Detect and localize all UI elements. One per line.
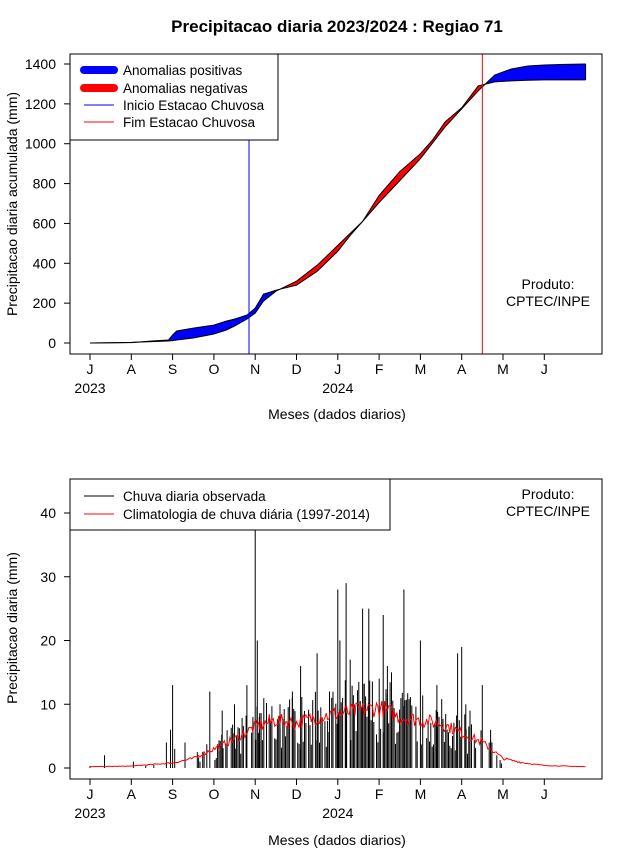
daily-year-label: 2023 bbox=[74, 805, 105, 821]
cumulative-x-tick-label: F bbox=[375, 361, 384, 377]
y-tick-label: 1000 bbox=[25, 136, 56, 152]
product-label-line2: CPTEC/INPE bbox=[506, 293, 590, 309]
cumulative-panel: Precipitacao diaria 2023/2024 : Regiao 7… bbox=[4, 17, 603, 422]
y-tick-label: 400 bbox=[33, 255, 57, 271]
daily-x-tick-label: O bbox=[208, 786, 219, 802]
cumulative-x-tick-label: M bbox=[415, 361, 427, 377]
climatology-daily-line bbox=[90, 700, 586, 768]
negative-anomaly-area-2 bbox=[280, 83, 486, 289]
y-tick-label: 200 bbox=[33, 295, 57, 311]
y-tick-label: 1200 bbox=[25, 96, 56, 112]
daily-x-tick-label: N bbox=[250, 786, 260, 802]
daily-y-tick-label: 30 bbox=[40, 569, 56, 585]
cumulative-x-tick-label: N bbox=[250, 361, 260, 377]
y-tick-label: 0 bbox=[48, 335, 56, 351]
legend-observed-label: Chuva diaria observada bbox=[123, 489, 266, 504]
cumulative-x-tick-label: A bbox=[127, 361, 137, 377]
cumulative-year-label: 2023 bbox=[74, 380, 105, 396]
positive-anomaly-area-3 bbox=[485, 64, 586, 85]
legend-climatology-label: Climatologia de chuva diária (1997-2014) bbox=[123, 507, 370, 522]
cumulative-legend: Anomalias positivas Anomalias negativas … bbox=[69, 53, 279, 141]
daily-x-tick-label: S bbox=[168, 786, 177, 802]
product-label-line1: Produto: bbox=[522, 276, 575, 292]
cumulative-x-tick-label: M bbox=[497, 361, 509, 377]
daily-x-tick-label: M bbox=[415, 786, 427, 802]
daily-product-label-line2: CPTEC/INPE bbox=[506, 503, 590, 519]
daily-x-tick-label: D bbox=[291, 786, 301, 802]
climatology-cumulative-line bbox=[89, 79, 586, 344]
daily-x-tick-label: J bbox=[541, 786, 548, 802]
daily-y-tick-label: 0 bbox=[48, 760, 56, 776]
daily-x-tick-label: J bbox=[334, 786, 341, 802]
daily-y-tick-label: 20 bbox=[40, 633, 56, 649]
legend-negative-label: Anomalias negativas bbox=[123, 81, 248, 96]
legend-start-label: Inicio Estacao Chuvosa bbox=[123, 98, 265, 113]
daily-y-axis: 0 10 20 30 40 bbox=[40, 505, 70, 776]
y-tick-label: 1400 bbox=[25, 56, 56, 72]
cumulative-x-tick-label: S bbox=[168, 361, 177, 377]
cumulative-x-axis-label: Meses (dados diarios) bbox=[268, 406, 406, 422]
daily-year-label: 2024 bbox=[322, 805, 353, 821]
legend-end-label: Fim Estacao Chuvosa bbox=[123, 115, 256, 130]
legend-positive-label: Anomalias positivas bbox=[123, 63, 243, 78]
daily-y-tick-label: 40 bbox=[40, 505, 56, 521]
y-tick-label: 600 bbox=[33, 215, 57, 231]
daily-x-axis-label: Meses (dados diarios) bbox=[268, 832, 406, 848]
cumulative-plot-frame bbox=[69, 53, 603, 355]
cumulative-y-axis-label: Precipitacao diaria acumulada (mm) bbox=[4, 92, 20, 316]
daily-x-tick-label: J bbox=[87, 786, 94, 802]
observed-cumulative-line bbox=[89, 63, 586, 344]
daily-x-tick-label: A bbox=[127, 786, 137, 802]
positive-anomaly-area-1 bbox=[137, 288, 281, 343]
cumulative-x-tick-label: D bbox=[291, 361, 301, 377]
daily-x-tick-label: F bbox=[375, 786, 384, 802]
daily-legend-box bbox=[69, 478, 391, 531]
daily-x-axis: J A S O N D J F M A M J 2023 2024 bbox=[74, 779, 548, 821]
y-tick-label: 800 bbox=[33, 176, 57, 192]
daily-y-axis-label: Precipitacao diaria (mm) bbox=[4, 552, 20, 704]
cumulative-plot-area bbox=[89, 54, 587, 354]
cumulative-x-tick-label: J bbox=[87, 361, 94, 377]
daily-y-tick-label: 10 bbox=[40, 696, 56, 712]
cumulative-y-axis: 0 200 400 600 800 1000 1200 1400 bbox=[25, 56, 70, 351]
cumulative-x-axis: J A S O N D J F M A M J 2023 2024 bbox=[74, 354, 548, 396]
cumulative-x-tick-label: J bbox=[541, 361, 548, 377]
chart-title: Precipitacao diaria 2023/2024 : Regiao 7… bbox=[171, 17, 503, 36]
cumulative-x-tick-label: A bbox=[457, 361, 467, 377]
cumulative-year-label: 2024 bbox=[322, 380, 353, 396]
daily-legend: Chuva diaria observada Climatologia de c… bbox=[69, 478, 391, 531]
cumulative-x-tick-label: J bbox=[334, 361, 341, 377]
cumulative-x-tick-label: O bbox=[208, 361, 219, 377]
daily-product-label-line1: Produto: bbox=[522, 486, 575, 502]
daily-plot-area bbox=[89, 525, 586, 768]
daily-panel: 0 10 20 30 40 J A S O N D J F M A M J 2023 2024 Meses (da… bbox=[4, 478, 603, 848]
daily-x-tick-label: A bbox=[457, 786, 467, 802]
daily-x-tick-label: M bbox=[497, 786, 509, 802]
